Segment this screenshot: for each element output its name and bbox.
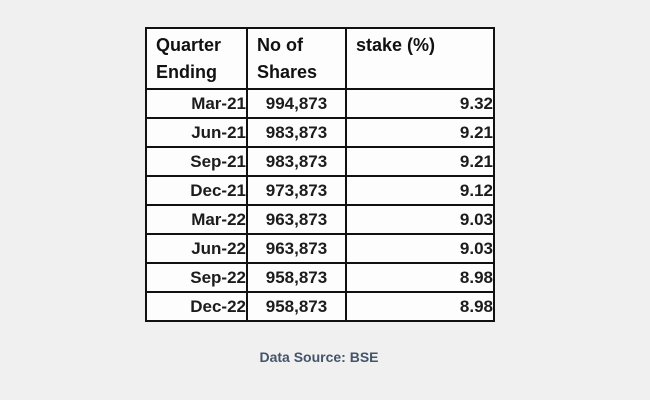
data-source-caption: Data Source: BSE	[259, 349, 379, 365]
table-row: Jun-22 963,873 9.03	[145, 233, 495, 264]
col-header-no-of-shares: No of Shares	[246, 27, 347, 90]
quarter-cell: Sep-22	[145, 262, 248, 293]
stake-cell: 9.03	[345, 204, 495, 235]
table-row: Dec-21 973,873 9.12	[145, 175, 495, 206]
shares-cell: 994,873	[246, 88, 347, 119]
table-row: Dec-22 958,873 8.98	[145, 291, 495, 322]
stake-cell: 8.98	[345, 291, 495, 322]
shares-cell: 973,873	[246, 175, 347, 206]
shares-cell: 958,873	[246, 291, 347, 322]
header-row: Quarter Ending No of Shares stake (%)	[145, 27, 495, 90]
table-row: Mar-21 994,873 9.32	[145, 88, 495, 119]
stake-cell: 9.12	[345, 175, 495, 206]
shares-cell: 963,873	[246, 204, 347, 235]
stake-cell: 8.98	[345, 262, 495, 293]
shares-cell: 958,873	[246, 262, 347, 293]
col-header-quarter-ending: Quarter Ending	[145, 27, 248, 90]
quarter-cell: Mar-21	[145, 88, 248, 119]
shareholding-table: Quarter Ending No of Shares stake (%) Ma…	[145, 27, 495, 322]
shareholding-table-container: Quarter Ending No of Shares stake (%) Ma…	[145, 27, 495, 365]
shares-cell: 983,873	[246, 146, 347, 177]
table-row: Sep-22 958,873 8.98	[145, 262, 495, 293]
shares-cell: 983,873	[246, 117, 347, 148]
quarter-cell: Dec-21	[145, 175, 248, 206]
table-row: Sep-21 983,873 9.21	[145, 146, 495, 177]
quarter-cell: Mar-22	[145, 204, 248, 235]
quarter-cell: Jun-21	[145, 117, 248, 148]
quarter-cell: Sep-21	[145, 146, 248, 177]
col-header-stake-percent: stake (%)	[345, 27, 495, 90]
table-row: Mar-22 963,873 9.03	[145, 204, 495, 235]
stake-cell: 9.21	[345, 117, 495, 148]
quarter-cell: Jun-22	[145, 233, 248, 264]
stake-cell: 9.03	[345, 233, 495, 264]
table-row: Jun-21 983,873 9.21	[145, 117, 495, 148]
stake-cell: 9.21	[345, 146, 495, 177]
stake-cell: 9.32	[345, 88, 495, 119]
quarter-cell: Dec-22	[145, 291, 248, 322]
shares-cell: 963,873	[246, 233, 347, 264]
